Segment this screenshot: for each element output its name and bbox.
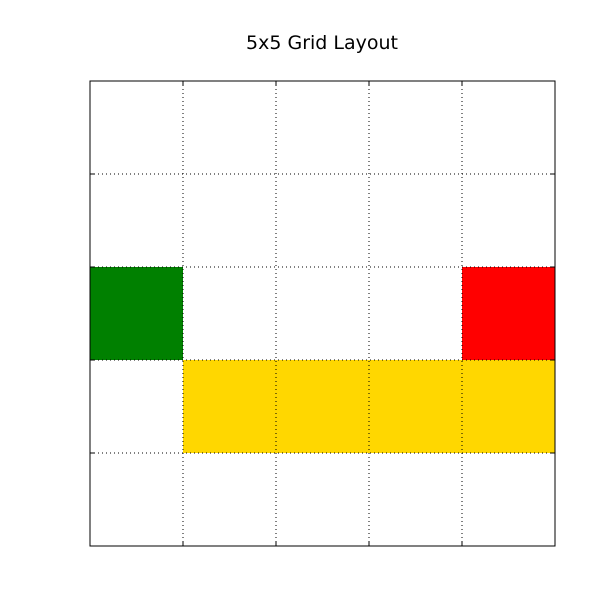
plot-frame — [89, 80, 556, 547]
grid-cell-r3-c3 — [369, 360, 462, 453]
grid-cell-r3-c4 — [462, 360, 555, 453]
chart-title: 5x5 Grid Layout — [246, 32, 398, 54]
grid-cell-r2-c4 — [462, 267, 555, 360]
grid-cell-r3-c1 — [183, 360, 276, 453]
grid-cell-r2-c0 — [90, 267, 183, 360]
grid-cell-r3-c2 — [276, 360, 369, 453]
